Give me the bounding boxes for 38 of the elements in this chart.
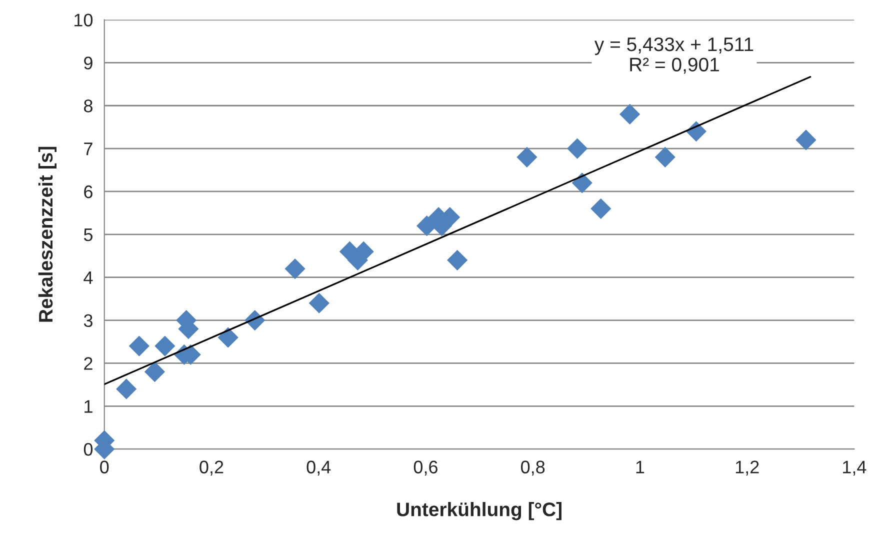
y-tick-label: 8: [84, 100, 92, 112]
x-tick-label: 1,2: [736, 460, 759, 476]
y-axis-title: Rekaleszenzzeit [s]: [38, 146, 57, 322]
x-tick-label: 1: [636, 460, 644, 474]
x-axis-title: Unterkühlung [°C]: [397, 502, 562, 520]
point: [516, 146, 538, 168]
x-tick-label: 0,8: [520, 460, 545, 476]
point: [619, 104, 640, 125]
y-tick-label: 1: [84, 400, 92, 413]
x-tick-label: 0,2: [200, 460, 224, 476]
y-tick-label: 4: [84, 271, 93, 284]
y-tick-label: 2: [84, 357, 92, 370]
x-tick-label: 0,4: [306, 460, 331, 476]
point: [566, 138, 588, 159]
point: [590, 198, 612, 219]
point: [154, 336, 176, 356]
point: [572, 172, 592, 194]
y-tick-label: 0: [84, 443, 93, 456]
annotation: R² = 0,901: [630, 58, 719, 74]
y-tick-label: 3: [84, 314, 92, 328]
point: [116, 378, 137, 400]
point: [308, 292, 330, 314]
x-tick-label: 1,4: [843, 460, 866, 476]
y-tick-label: 5: [84, 228, 92, 242]
point: [218, 327, 238, 348]
x-tick-label: 0: [100, 460, 109, 474]
y-tick-label: 6: [84, 185, 92, 198]
y-tick-label: 9: [84, 56, 92, 70]
annotation: y = 5,433x + 1,511: [594, 37, 754, 56]
point: [128, 336, 150, 356]
y-tick-label: 7: [84, 142, 92, 156]
point: [796, 130, 816, 150]
point: [447, 250, 468, 270]
point: [144, 362, 166, 382]
point: [284, 258, 306, 280]
x-tick-label: 0,6: [414, 460, 438, 476]
point: [654, 146, 676, 168]
y-tick-label: 10: [74, 14, 93, 26]
